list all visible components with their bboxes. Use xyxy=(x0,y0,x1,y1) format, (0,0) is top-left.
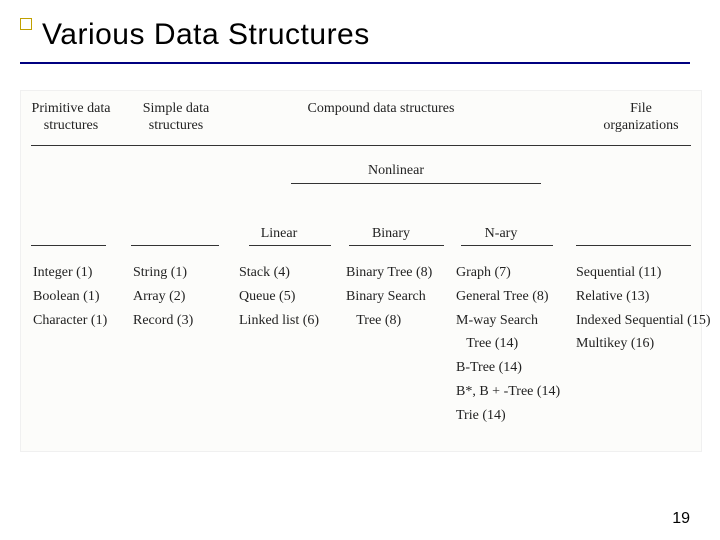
title-bar: Various Data Structures xyxy=(20,12,690,64)
sub-binary: Binary xyxy=(361,226,421,242)
rule xyxy=(349,245,444,246)
sub-linear: Linear xyxy=(249,226,309,242)
slide-title: Various Data Structures xyxy=(20,12,690,62)
classification-diagram: Primitive data structures Simple data st… xyxy=(20,90,702,452)
col-binary: Binary Tree (8) Binary Search Tree (8) xyxy=(346,261,432,332)
header-compound: Compound data structures xyxy=(291,101,471,118)
header-primitive: Primitive data structures xyxy=(31,101,111,135)
rule xyxy=(31,245,106,246)
rule xyxy=(291,183,541,184)
rule xyxy=(31,145,691,146)
col-nary: Graph (7) General Tree (8) M-way Search … xyxy=(456,261,560,428)
sub-nary: N-ary xyxy=(471,226,531,242)
sub-nonlinear: Nonlinear xyxy=(356,163,436,179)
header-simple: Simple data structures xyxy=(131,101,221,135)
col-fileorg: Sequential (11) Relative (13) Indexed Se… xyxy=(576,261,711,356)
col-simple: String (1) Array (2) Record (3) xyxy=(133,261,193,332)
rule xyxy=(576,245,691,246)
rule xyxy=(249,245,331,246)
page-number: 19 xyxy=(672,510,690,528)
rule xyxy=(131,245,219,246)
header-fileorg: File organizations xyxy=(591,101,691,135)
col-linear: Stack (4) Queue (5) Linked list (6) xyxy=(239,261,319,332)
col-primitive: Integer (1) Boolean (1) Character (1) xyxy=(33,261,107,332)
rule xyxy=(461,245,553,246)
